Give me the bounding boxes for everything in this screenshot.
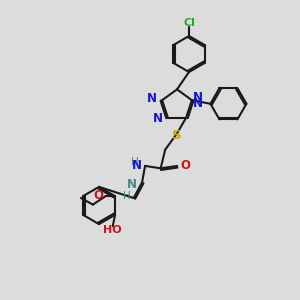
Text: O: O (94, 189, 104, 203)
Text: H: H (123, 190, 131, 201)
Text: HO: HO (103, 225, 122, 236)
Text: N: N (127, 178, 137, 191)
Text: N: N (152, 112, 162, 125)
Text: H: H (131, 157, 139, 167)
Text: O: O (181, 159, 191, 172)
Text: N: N (193, 91, 203, 104)
Text: Cl: Cl (183, 18, 195, 28)
Text: N: N (132, 159, 142, 172)
Text: N: N (193, 97, 203, 110)
Text: N: N (147, 92, 157, 105)
Text: S: S (172, 129, 182, 142)
